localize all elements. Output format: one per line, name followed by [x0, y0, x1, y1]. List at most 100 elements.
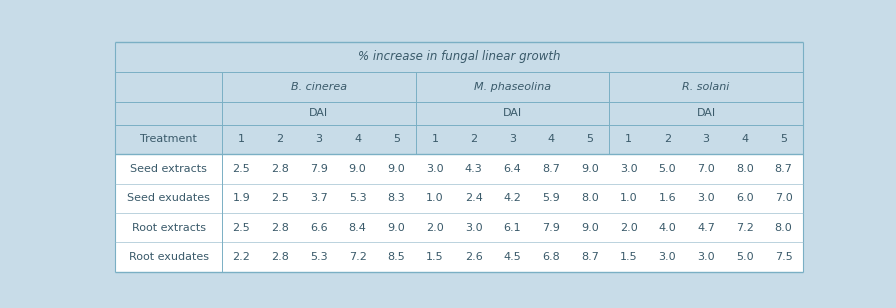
Text: 3.7: 3.7 [310, 193, 328, 203]
Text: 2.5: 2.5 [233, 223, 250, 233]
Bar [222, 71, 416, 102]
Text: 6.1: 6.1 [504, 223, 521, 233]
Bar [532, 124, 571, 154]
Bar [338, 124, 377, 154]
Text: 7.5: 7.5 [775, 252, 792, 262]
Bar [726, 124, 764, 154]
Text: 9.0: 9.0 [582, 223, 599, 233]
Text: 7.9: 7.9 [542, 223, 560, 233]
Text: 6.4: 6.4 [504, 164, 521, 174]
Text: 2.8: 2.8 [271, 223, 289, 233]
Text: 5: 5 [392, 135, 400, 144]
Text: 1.0: 1.0 [620, 193, 637, 203]
Text: Seed extracts: Seed extracts [130, 164, 207, 174]
Bar [222, 124, 261, 154]
Bar [116, 242, 803, 272]
Text: 2.5: 2.5 [233, 164, 250, 174]
Text: 6.0: 6.0 [736, 193, 754, 203]
Text: R. solani: R. solani [683, 82, 730, 91]
Text: 8.0: 8.0 [775, 223, 792, 233]
Bar [609, 102, 803, 124]
Text: 6.8: 6.8 [542, 252, 560, 262]
Text: DAI: DAI [696, 108, 716, 118]
Text: Root extracts: Root extracts [132, 223, 206, 233]
Text: 1: 1 [238, 135, 245, 144]
Text: 9.0: 9.0 [387, 164, 405, 174]
Text: Root exudates: Root exudates [129, 252, 209, 262]
Text: B. cinerea: B. cinerea [291, 82, 347, 91]
Text: 2.0: 2.0 [620, 223, 638, 233]
Text: 5.0: 5.0 [659, 164, 676, 174]
Text: 1: 1 [625, 135, 633, 144]
Text: 8.7: 8.7 [542, 164, 560, 174]
Bar [116, 124, 222, 154]
Bar [116, 184, 803, 213]
Text: 3: 3 [702, 135, 710, 144]
Text: 4.7: 4.7 [697, 223, 715, 233]
Bar [116, 102, 222, 124]
Bar [454, 124, 493, 154]
Text: DAI: DAI [309, 108, 329, 118]
Text: 9.0: 9.0 [387, 223, 405, 233]
Text: 5: 5 [780, 135, 787, 144]
Bar [377, 124, 416, 154]
Text: 1.9: 1.9 [233, 193, 250, 203]
Text: 4: 4 [547, 135, 555, 144]
Bar [416, 71, 609, 102]
Text: 4.5: 4.5 [504, 252, 521, 262]
Bar [609, 124, 648, 154]
Text: 2.8: 2.8 [271, 164, 289, 174]
Text: 5.0: 5.0 [736, 252, 754, 262]
Text: 2.5: 2.5 [271, 193, 289, 203]
Bar [222, 102, 416, 124]
Text: 2: 2 [277, 135, 284, 144]
Text: 2.8: 2.8 [271, 252, 289, 262]
Text: 3: 3 [509, 135, 516, 144]
Bar [116, 154, 803, 184]
Text: 8.0: 8.0 [736, 164, 754, 174]
Text: 3.0: 3.0 [426, 164, 444, 174]
Text: 8.7: 8.7 [581, 252, 599, 262]
Text: 3.0: 3.0 [465, 223, 483, 233]
Bar [493, 124, 532, 154]
Text: % increase in fungal linear growth: % increase in fungal linear growth [358, 50, 561, 63]
Text: M. phaseolina: M. phaseolina [474, 82, 551, 91]
Text: 7.9: 7.9 [310, 164, 328, 174]
Text: 1: 1 [432, 135, 438, 144]
Text: 8.0: 8.0 [582, 193, 599, 203]
Text: Treatment: Treatment [141, 135, 197, 144]
Text: 5: 5 [586, 135, 593, 144]
Text: Seed exudates: Seed exudates [127, 193, 211, 203]
Bar [609, 71, 803, 102]
Text: DAI: DAI [503, 108, 522, 118]
Text: 7.2: 7.2 [349, 252, 366, 262]
Text: 1.5: 1.5 [426, 252, 444, 262]
Text: 7.0: 7.0 [775, 193, 792, 203]
Text: 5.3: 5.3 [310, 252, 328, 262]
Bar [764, 124, 803, 154]
Text: 3.0: 3.0 [697, 193, 715, 203]
Text: 3: 3 [315, 135, 323, 144]
Text: 1.0: 1.0 [426, 193, 444, 203]
Text: 3.0: 3.0 [620, 164, 637, 174]
Text: 2.6: 2.6 [465, 252, 483, 262]
Text: 3.0: 3.0 [659, 252, 676, 262]
Text: 4: 4 [354, 135, 361, 144]
Text: 1.6: 1.6 [659, 193, 676, 203]
Bar [116, 213, 803, 242]
Text: 4: 4 [741, 135, 748, 144]
Bar [416, 124, 454, 154]
Text: 2.0: 2.0 [426, 223, 444, 233]
Text: 2.4: 2.4 [465, 193, 483, 203]
Bar [416, 102, 609, 124]
Bar [299, 124, 338, 154]
Text: 4.2: 4.2 [504, 193, 521, 203]
Text: 3.0: 3.0 [697, 252, 715, 262]
Bar [571, 124, 609, 154]
Text: 8.4: 8.4 [349, 223, 366, 233]
Bar [116, 42, 803, 71]
Text: 5.9: 5.9 [542, 193, 560, 203]
Text: 6.6: 6.6 [310, 223, 328, 233]
Text: 8.3: 8.3 [387, 193, 405, 203]
Text: 8.7: 8.7 [775, 164, 792, 174]
